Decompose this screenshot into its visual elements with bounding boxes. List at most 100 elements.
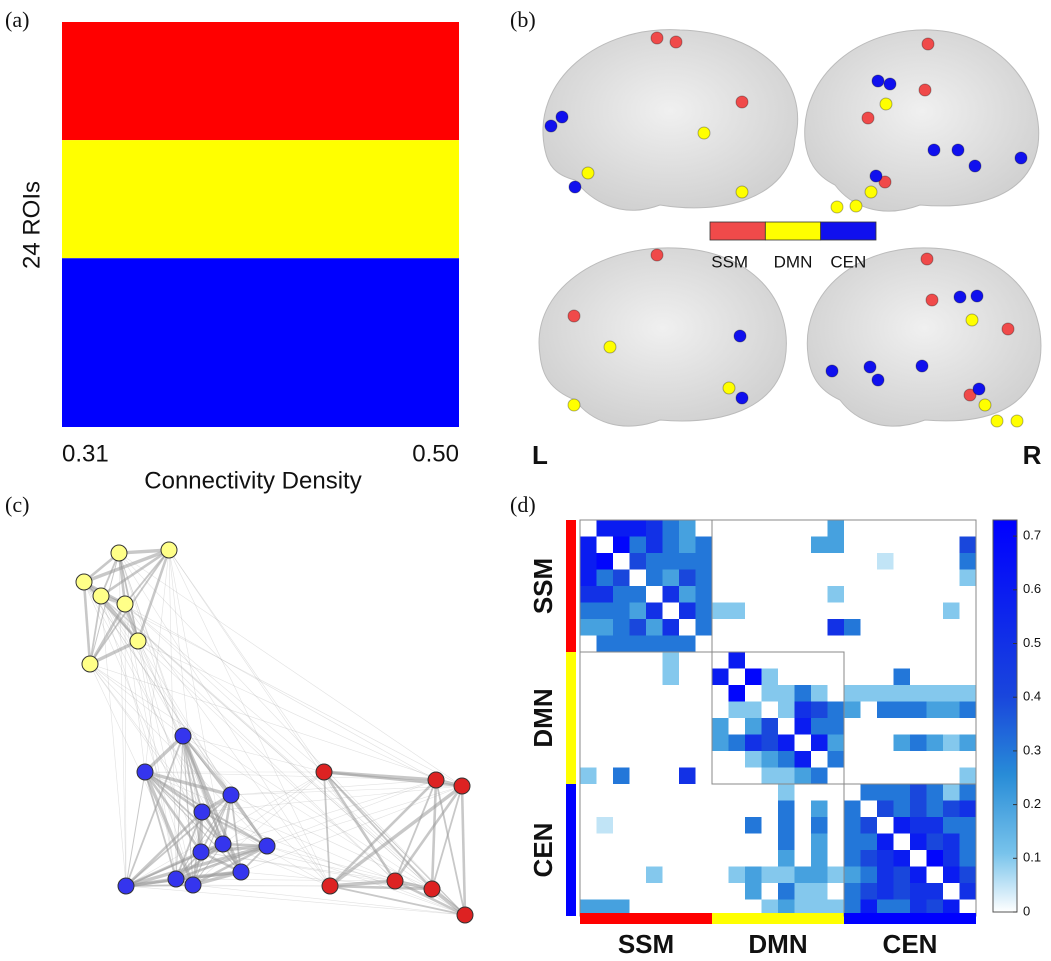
heat-cell: [894, 537, 911, 554]
heat-cell: [729, 883, 746, 900]
heat-cell: [811, 834, 828, 851]
roi-dot: [922, 38, 934, 50]
hemisphere-label: R: [1023, 440, 1042, 470]
heat-cell: [696, 850, 713, 867]
heat-cell: [811, 883, 828, 900]
heat-cell: [613, 834, 630, 851]
heat-cell: [696, 751, 713, 768]
heat-cell: [696, 817, 713, 834]
heat-cell: [960, 553, 977, 570]
heat-cell: [910, 570, 927, 587]
heat-cell: [910, 685, 927, 702]
heat-cell: [927, 537, 944, 554]
heat-cell: [795, 570, 812, 587]
panel-label: (c): [5, 492, 29, 517]
heat-cell: [894, 817, 911, 834]
panel-label: (b): [510, 7, 536, 32]
node: [185, 877, 201, 893]
heat-cell: [613, 735, 630, 752]
heat-cell: [795, 850, 812, 867]
heat-cell: [795, 784, 812, 801]
heat-cell: [811, 735, 828, 752]
roi-dot: [569, 181, 581, 193]
heat-cell: [580, 570, 597, 587]
heat-cell: [580, 834, 597, 851]
heat-cell: [844, 603, 861, 620]
heat-cell: [580, 537, 597, 554]
roi-dot: [734, 330, 746, 342]
x-tick-label: 0.50: [412, 440, 459, 467]
heat-cell: [795, 735, 812, 752]
heat-cell: [828, 702, 845, 719]
heat-cell: [960, 735, 977, 752]
heat-cell: [580, 883, 597, 900]
heat-cell: [861, 586, 878, 603]
heat-cell: [894, 570, 911, 587]
heat-cell: [877, 636, 894, 653]
heat-cell: [844, 801, 861, 818]
heat-cell: [762, 603, 779, 620]
heat-cell: [943, 702, 960, 719]
heat-cell: [630, 883, 647, 900]
heat-cell: [861, 636, 878, 653]
heat-cell: [877, 685, 894, 702]
colorbar-tick-label: 0.4: [1023, 689, 1041, 704]
heat-cell: [712, 735, 729, 752]
heat-cell: [960, 801, 977, 818]
heat-cell: [745, 652, 762, 669]
heat-cell: [630, 735, 647, 752]
heat-cell: [613, 718, 630, 735]
group-label: DMN: [528, 688, 558, 747]
heat-cell: [910, 702, 927, 719]
heat-cell: [894, 850, 911, 867]
roi-dot: [870, 170, 882, 182]
heat-cell: [910, 735, 927, 752]
roi-dot: [1015, 152, 1027, 164]
heat-cell: [630, 702, 647, 719]
heat-cell: [795, 603, 812, 620]
heat-cell: [729, 784, 746, 801]
colorbar-tick-label: 0.3: [1023, 742, 1041, 757]
heat-cell: [580, 652, 597, 669]
heat-cell: [646, 718, 663, 735]
heat-cell: [712, 586, 729, 603]
heat-cell: [778, 553, 795, 570]
heat-cell: [910, 751, 927, 768]
heat-cell: [597, 603, 614, 620]
heat-cell: [778, 652, 795, 669]
heat-cell: [597, 867, 614, 884]
heat-cell: [811, 537, 828, 554]
roi-dot: [736, 186, 748, 198]
heat-cell: [696, 685, 713, 702]
heat-cell: [894, 867, 911, 884]
heat-cell: [910, 768, 927, 785]
heat-cell: [729, 685, 746, 702]
heat-cell: [646, 636, 663, 653]
heat-cell: [580, 685, 597, 702]
heat-cell: [597, 669, 614, 686]
heat-cell: [613, 619, 630, 636]
heat-cell: [778, 586, 795, 603]
heat-cell: [844, 718, 861, 735]
heat-cell: [679, 652, 696, 669]
heat-cell: [712, 883, 729, 900]
node: [387, 873, 403, 889]
heat-cell: [696, 553, 713, 570]
heat-cell: [844, 834, 861, 851]
heat-cell: [943, 685, 960, 702]
heat-cell: [927, 718, 944, 735]
heat-cell: [861, 570, 878, 587]
heat-cell: [646, 883, 663, 900]
roi-dot: [880, 98, 892, 110]
heat-cell: [745, 817, 762, 834]
heat-cell: [778, 718, 795, 735]
heat-cell: [811, 586, 828, 603]
heat-cell: [679, 636, 696, 653]
heat-cell: [960, 883, 977, 900]
heat-cell: [943, 586, 960, 603]
heat-cell: [597, 553, 614, 570]
heat-cell: [663, 570, 680, 587]
heat-cell: [613, 768, 630, 785]
heat-cell: [910, 669, 927, 686]
heat-cell: [613, 586, 630, 603]
